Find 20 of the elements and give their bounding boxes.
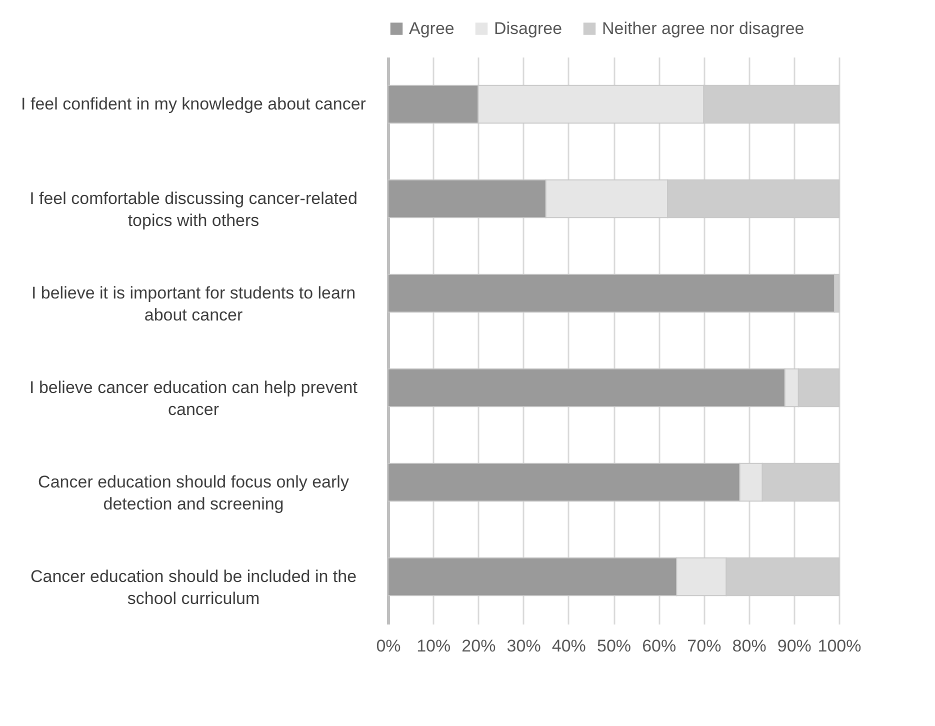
x-tick-label: 20% <box>462 636 496 656</box>
x-tick-label: 50% <box>596 636 632 656</box>
y-tick-label: Cancer education should focus only early detection and screening <box>38 472 350 514</box>
x-tick-label: 100% <box>818 636 862 656</box>
x-tick-label: 10% <box>416 636 451 656</box>
y-tick-label: I believe cancer education can help prevent cancer <box>30 378 358 419</box>
y-tick-label: I believe it is important for students to learn about cancer <box>31 283 356 324</box>
x-tick-label: 70% <box>687 636 722 656</box>
x-tick-label: 0% <box>376 636 401 656</box>
legend-label: Neither agree nor disagree <box>602 18 804 38</box>
x-tick-label: 60% <box>642 636 676 656</box>
x-tick-label: 80% <box>732 636 766 656</box>
legend-label: Disagree <box>494 18 562 38</box>
x-tick-label: 30% <box>506 636 541 656</box>
legend-label: Agree <box>409 18 454 38</box>
x-tick-label: 40% <box>552 636 586 656</box>
y-tick-label: I feel confident in my knowledge about cancer <box>21 94 366 114</box>
x-tick-label: 90% <box>777 636 812 656</box>
y-tick-label: I feel comfortable discussing cancer-related topics with others <box>30 188 358 230</box>
y-tick-label: Cancer education should be included in the school curriculum <box>30 566 357 608</box>
